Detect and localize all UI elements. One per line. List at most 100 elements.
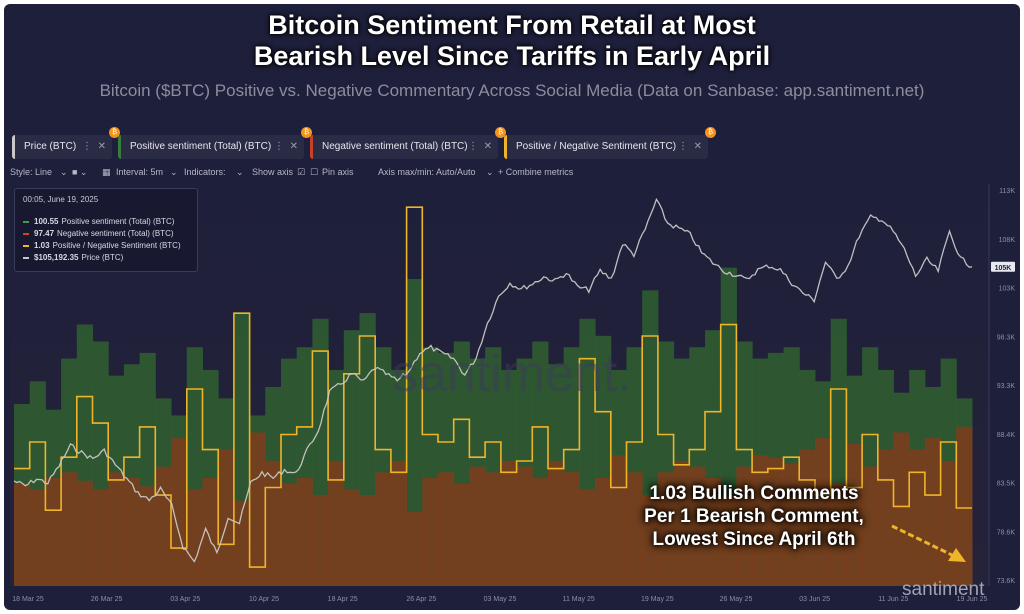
y-tick-label: 93.3K [997, 383, 1016, 390]
price-series-line [13, 197, 973, 563]
negative-bar [233, 500, 251, 586]
bitcoin-icon: ₿ [705, 127, 716, 138]
close-icon[interactable]: ✕ [483, 141, 492, 152]
pin-axis-label[interactable]: Pin axis [322, 167, 354, 177]
negative-bar [108, 472, 125, 586]
legend-timestamp: 00:05, June 19, 2025 [23, 195, 99, 204]
axis-maxmin-select[interactable]: Axis max/min: Auto/Auto [378, 167, 476, 177]
title-line-2: Bearish Level Since Tariffs in Early Apr… [253, 41, 771, 71]
more-icon[interactable]: ⋮ [468, 141, 478, 152]
show-axis-checkbox[interactable]: ☑ [297, 167, 306, 177]
annotation-line-3: Lowest Since April 6th [652, 529, 856, 550]
bitcoin-icon: ₿ [495, 127, 506, 138]
show-axis-label[interactable]: Show axis [252, 167, 294, 177]
interval-select[interactable]: Interval: 5m [116, 167, 164, 177]
close-icon[interactable]: ✕ [97, 141, 106, 152]
x-tick-label: 03 Apr 25 [170, 596, 200, 603]
indicators-select[interactable]: Indicators: [184, 167, 226, 177]
calendar-icon[interactable]: ▦ [102, 167, 111, 177]
chevron-down-icon[interactable]: ⌄ [170, 167, 178, 177]
negative-bar [547, 460, 565, 586]
x-tick-label: 10 Apr 25 [249, 596, 279, 603]
x-tick-label: 03 Jun 25 [799, 596, 830, 603]
chart-canvas: 113K 108K 103K 98.3K 93.3K 88.4K 83.5K 78.6K 73.… [10, 184, 1016, 603]
x-tick-label: 19 May 25 [641, 596, 674, 603]
tab-ratio-sentiment[interactable]: Positive / Negative Sentiment (BTC) ⋮ ✕ … [504, 127, 716, 159]
legend-row-price: $105,192.35 Price (BTC) [23, 253, 123, 262]
pin-axis-checkbox[interactable]: ☐ [310, 167, 319, 177]
negative-bar [626, 472, 643, 586]
negative-bar [500, 460, 518, 586]
negative-bar [390, 460, 408, 586]
negative-bar [14, 483, 31, 586]
negative-bar [29, 489, 46, 586]
negative-bar [280, 483, 298, 586]
close-icon[interactable]: ✕ [693, 141, 702, 152]
chevron-down-icon[interactable]: ⌄ [236, 167, 244, 177]
negative-bar [705, 477, 722, 586]
annotation-line-2: Per 1 Bearish Comment, [644, 506, 864, 527]
negative-bar [516, 466, 533, 586]
negative-bar [909, 449, 926, 586]
negative-bar [767, 458, 785, 586]
chevron-down-icon[interactable]: ⌄ [60, 167, 68, 177]
legend-swatch [23, 244, 29, 247]
negative-bar [642, 495, 659, 586]
negative-bar [673, 460, 690, 586]
legend-swatch [23, 256, 29, 259]
color-swatch-icon[interactable]: ■ ⌄ [72, 167, 88, 177]
price-line [13, 197, 973, 563]
negative-bar [218, 449, 235, 586]
annotation-arrow [891, 524, 966, 562]
bitcoin-icon: ₿ [301, 127, 312, 138]
negative-bar [532, 477, 549, 586]
y-tick-label: 73.6K [997, 578, 1016, 585]
negative-bar [956, 426, 973, 586]
arrow-head [948, 548, 966, 562]
negative-bar [940, 460, 957, 586]
legend-row-positive: 100.55 Positive sentiment (Total) (BTC) [23, 217, 174, 226]
arrow-shaft [891, 524, 955, 558]
chart-toolbar: Style: Line ⌄ ■ ⌄ ▦ Interval: 5m ⌄ Indic… [10, 164, 1010, 180]
style-select[interactable]: Style: Line [10, 167, 53, 177]
negative-bar [139, 486, 156, 586]
negative-bar [720, 495, 737, 586]
watermark-center: santiment. [392, 345, 632, 403]
tab-positive-sentiment[interactable]: Positive sentiment (Total) (BTC) ⋮ ✕ ₿ [118, 127, 312, 159]
more-icon[interactable]: ⋮ [82, 141, 92, 152]
negative-bar [579, 489, 596, 586]
y-tick-label: 113K [999, 188, 1015, 195]
negative-bar [375, 472, 392, 586]
tab-negative-sentiment[interactable]: Negative sentiment (Total) (BTC) ⋮ ✕ ₿ [310, 127, 506, 159]
x-tick-label: 26 May 25 [720, 596, 753, 603]
combine-metrics-button[interactable]: + Combine metrics [498, 167, 574, 177]
negative-bar [296, 477, 313, 586]
more-icon[interactable]: ⋮ [274, 141, 284, 152]
legend-row-negative: 97.47 Negative sentiment (Total) (BTC) [23, 229, 174, 238]
chart-legend: 00:05, June 19, 2025 100.55 Positive sent… [14, 188, 198, 272]
y-axis: 113K 108K 103K 98.3K 93.3K 88.4K 83.5K 78.6K 73.… [988, 184, 1016, 586]
price-badge-label: 105K [995, 265, 1012, 272]
negative-bar [862, 466, 879, 586]
negative-bar [406, 512, 423, 586]
ratio-series-line [14, 206, 972, 568]
chart-frame: 113K 108K 103K 98.3K 93.3K 88.4K 83.5K 78.6K 73.… [4, 4, 1020, 610]
negative-bar [485, 472, 502, 586]
legend-swatch [23, 232, 29, 235]
negative-bar [563, 472, 580, 586]
x-tick-label: 03 May 25 [484, 596, 517, 603]
x-tick-label: 11 Jun 25 [878, 596, 908, 603]
chevron-down-icon[interactable]: ⌄ [486, 167, 494, 177]
negative-bar [422, 477, 439, 586]
y-tick-label: 83.5K [997, 481, 1016, 488]
negative-bar [846, 443, 863, 586]
negative-bar [249, 432, 266, 586]
close-icon[interactable]: ✕ [289, 141, 298, 152]
y-tick-label: 98.3K [997, 334, 1016, 341]
tab-price[interactable]: Price (BTC) ⋮ ✕ ₿ [12, 127, 120, 159]
more-icon[interactable]: ⋮ [678, 141, 688, 152]
negative-bar [45, 477, 62, 586]
x-tick-label: 26 Apr 25 [406, 596, 436, 603]
x-tick-label: 18 Apr 25 [328, 596, 358, 603]
negative-bar [155, 466, 172, 586]
